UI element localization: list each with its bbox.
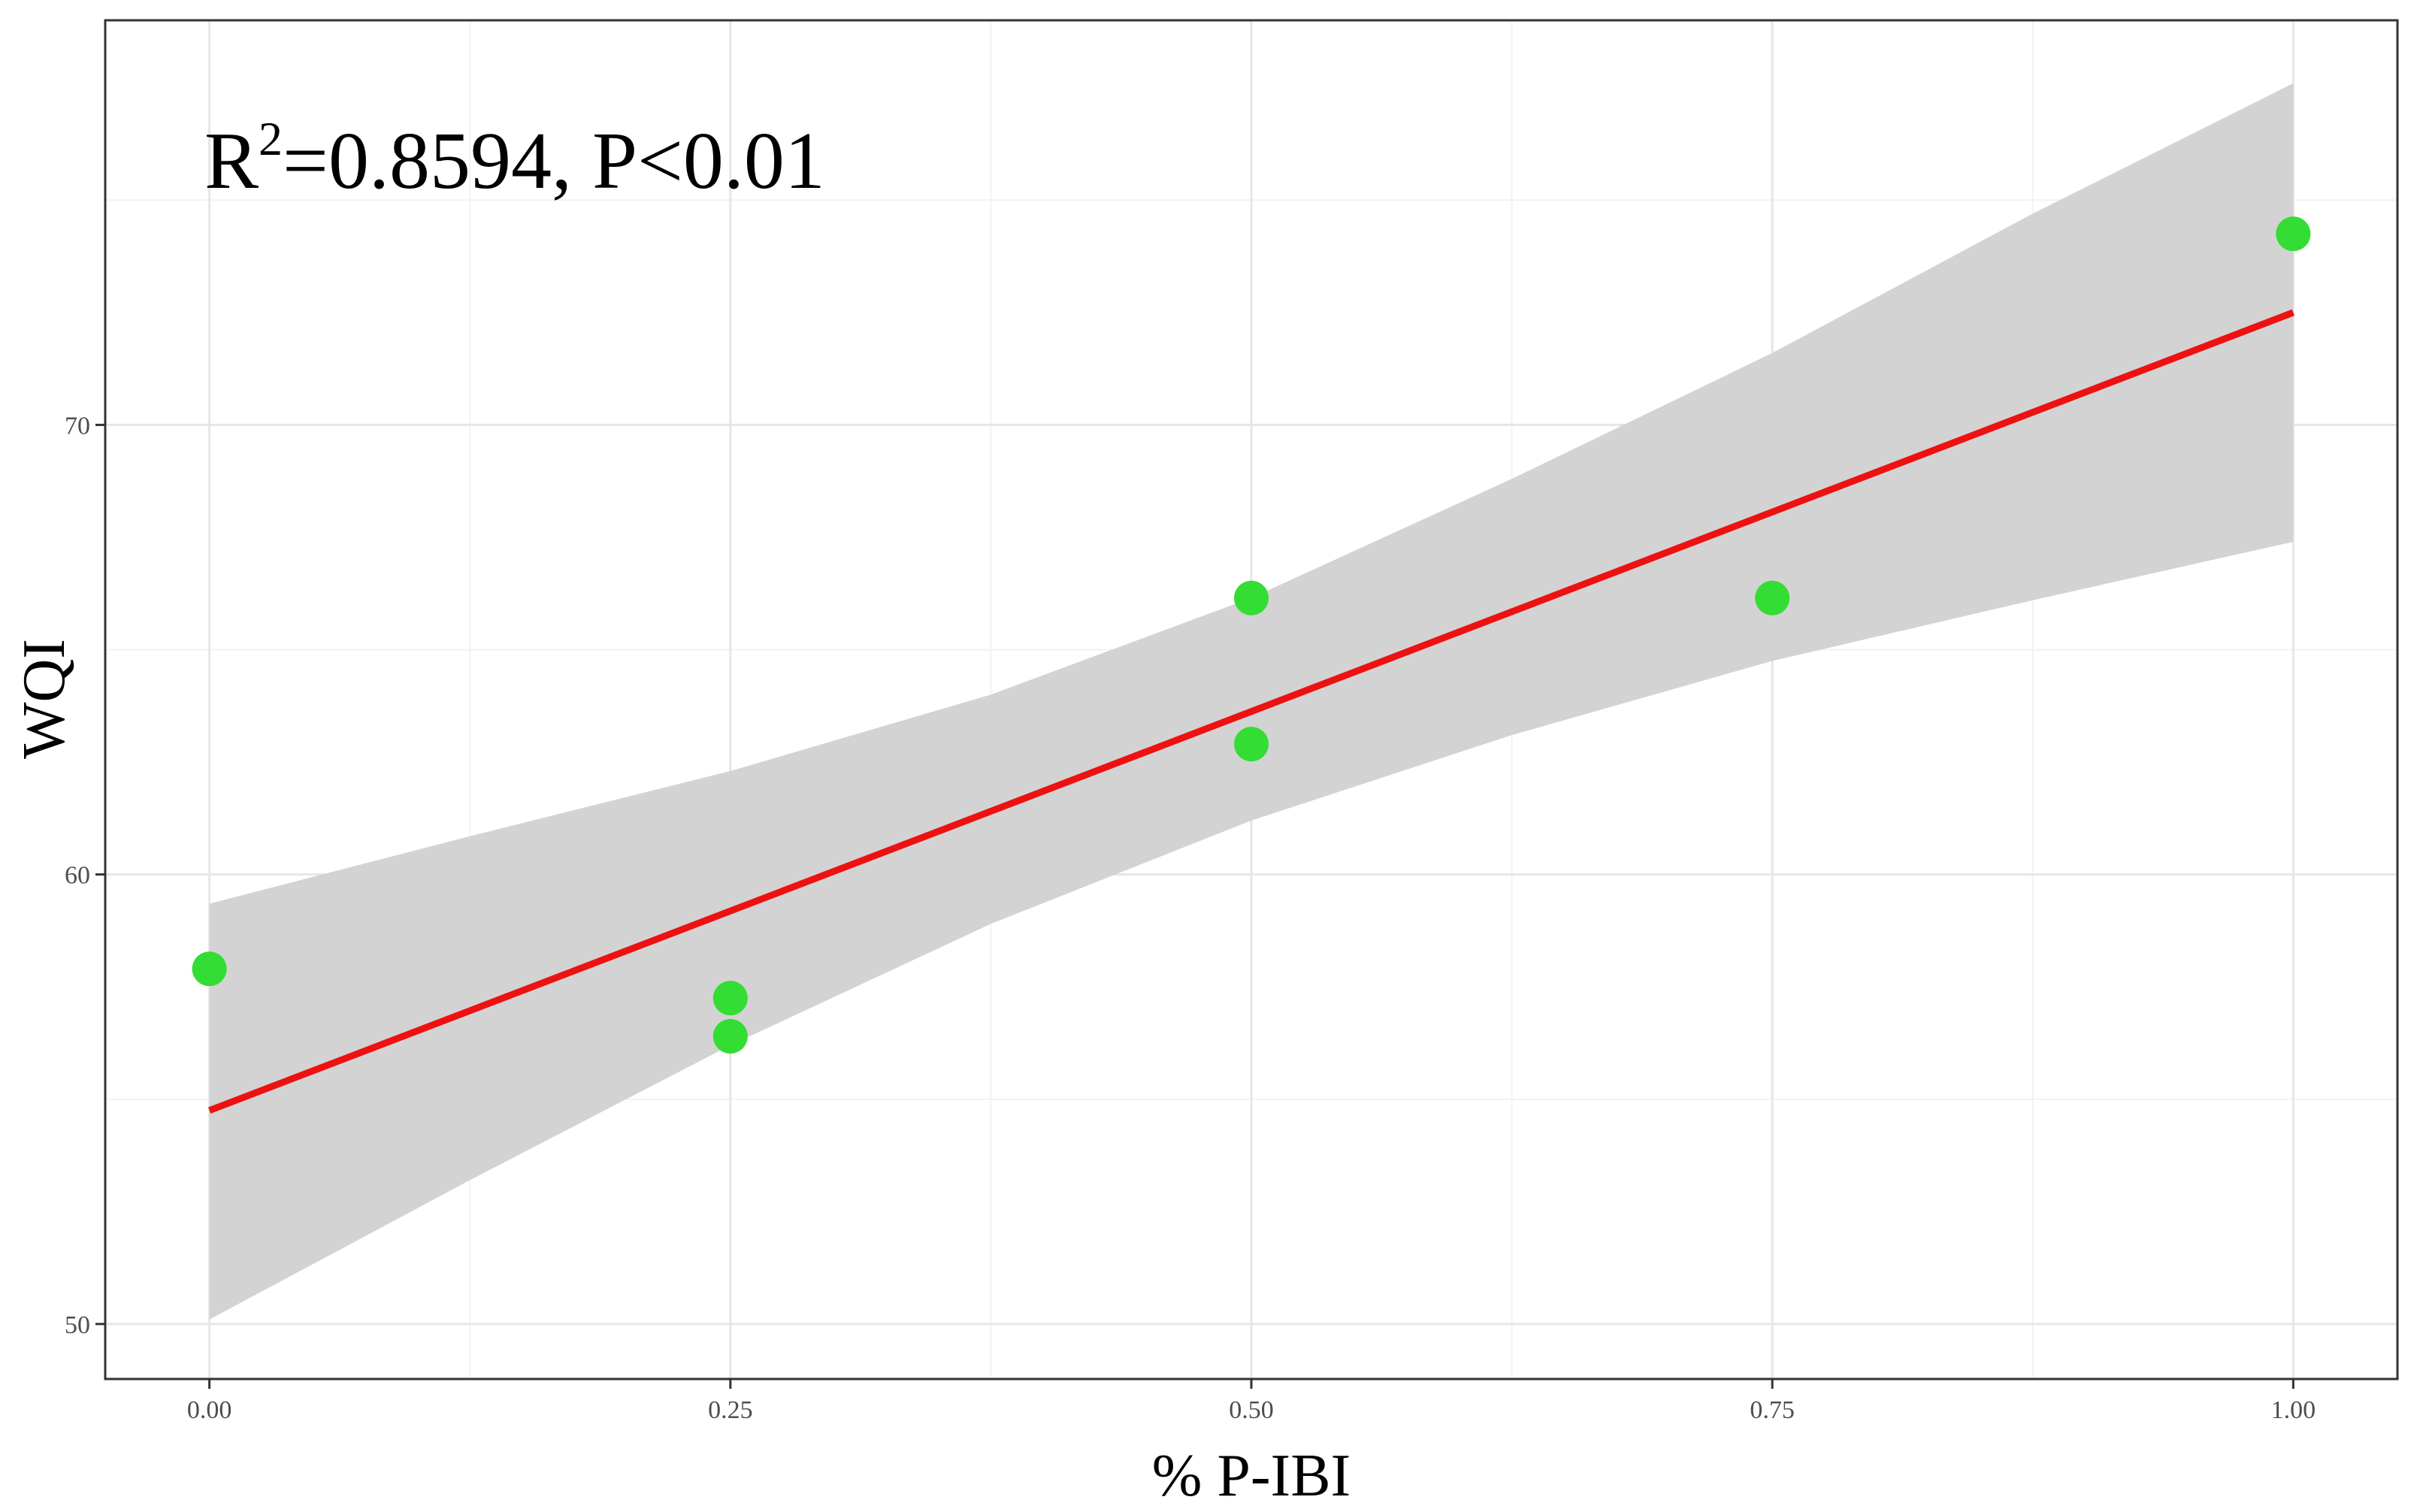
x-tick-label: 0.25: [708, 1396, 753, 1424]
data-point: [192, 951, 227, 987]
annotation-prefix: R: [204, 116, 259, 206]
x-tick-label: 0.00: [187, 1396, 232, 1424]
x-axis-title: % P-IBI: [1152, 1443, 1351, 1509]
data-point: [712, 1018, 748, 1054]
data-point: [712, 981, 748, 1016]
data-point: [2276, 216, 2311, 252]
y-axis-title: WQI: [11, 639, 77, 759]
x-tick-label: 0.50: [1229, 1396, 1274, 1424]
annotation-superscript: 2: [259, 112, 283, 165]
x-tick-label: 1.00: [2271, 1396, 2316, 1424]
x-tick-label: 0.75: [1750, 1396, 1795, 1424]
fit-line: [208, 309, 2294, 1114]
data-point: [1755, 580, 1790, 615]
y-tick-label: 60: [65, 862, 90, 890]
y-tick-label: 70: [65, 412, 90, 440]
data-point: [1234, 580, 1269, 615]
annotation-rest: =0.8594, P<0.01: [283, 116, 825, 206]
axis-ticks: 0.00 0.25 0.50 0.75 1.00 50 60 70: [65, 412, 2316, 1424]
regression-line: [208, 309, 2294, 1114]
y-tick-label: 50: [65, 1311, 90, 1339]
annotation: R2=0.8594, P<0.01: [204, 112, 825, 206]
data-points: [192, 216, 2311, 1054]
data-point: [1234, 727, 1269, 762]
